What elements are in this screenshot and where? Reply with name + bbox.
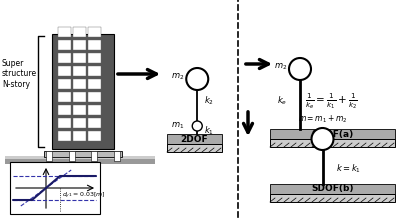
Bar [58,105,71,115]
Bar [270,194,395,202]
Text: $k_1$: $k_1$ [204,125,214,137]
Text: $m=m_1+m_2$: $m=m_1+m_2$ [298,113,347,125]
Text: $k_e$: $k_e$ [277,95,287,107]
Bar [88,92,101,102]
Text: $m_1$: $m_1$ [171,121,184,131]
Bar [46,151,52,161]
Bar [58,66,71,76]
Text: Super
structure
N-story: Super structure N-story [2,59,37,89]
Bar [88,40,101,50]
Bar [270,129,395,139]
Polygon shape [5,156,155,164]
Text: 2DOF: 2DOF [181,134,208,143]
Bar [114,151,120,161]
Circle shape [186,68,208,90]
Text: $d_{y1}=0.03[m]$: $d_{y1}=0.03[m]$ [62,191,106,201]
Bar [73,27,86,37]
Bar [69,151,75,161]
Bar [73,66,86,76]
Bar [73,53,86,63]
Text: SDOF(a): SDOF(a) [311,129,354,138]
Text: $k_2$: $k_2$ [204,95,214,107]
Bar [73,118,86,128]
Bar [73,40,86,50]
Bar [58,118,71,128]
Text: Base-isolation story: Base-isolation story [18,169,93,178]
Bar [88,79,101,89]
Bar [58,40,71,50]
Bar [73,79,86,89]
Bar [88,66,101,76]
Bar [58,27,71,37]
Bar [88,118,101,128]
Bar [58,79,71,89]
Bar [73,131,86,141]
Bar [52,34,114,149]
Bar [44,151,122,157]
Bar [270,184,395,194]
Text: $m_2$: $m_2$ [274,62,287,72]
Bar [88,27,101,37]
Bar [73,105,86,115]
Text: $k=k_1$: $k=k_1$ [336,163,361,175]
Circle shape [312,128,334,150]
Text: SDOF(b): SDOF(b) [311,184,354,194]
Bar [167,144,222,152]
Bar [73,92,86,102]
Polygon shape [5,156,155,159]
Circle shape [289,58,311,80]
Bar [58,131,71,141]
Bar [88,131,101,141]
Bar [270,139,395,147]
Bar [88,105,101,115]
Bar [58,53,71,63]
Text: $\frac{1}{k_e}=\frac{1}{k_1}+\frac{1}{k_2}$: $\frac{1}{k_e}=\frac{1}{k_1}+\frac{1}{k_… [305,91,358,111]
Bar [10,162,100,214]
Bar [88,53,101,63]
Bar [58,92,71,102]
Circle shape [192,121,202,131]
Bar [91,151,97,161]
Text: $m_2$: $m_2$ [171,72,184,82]
Bar [167,134,222,144]
